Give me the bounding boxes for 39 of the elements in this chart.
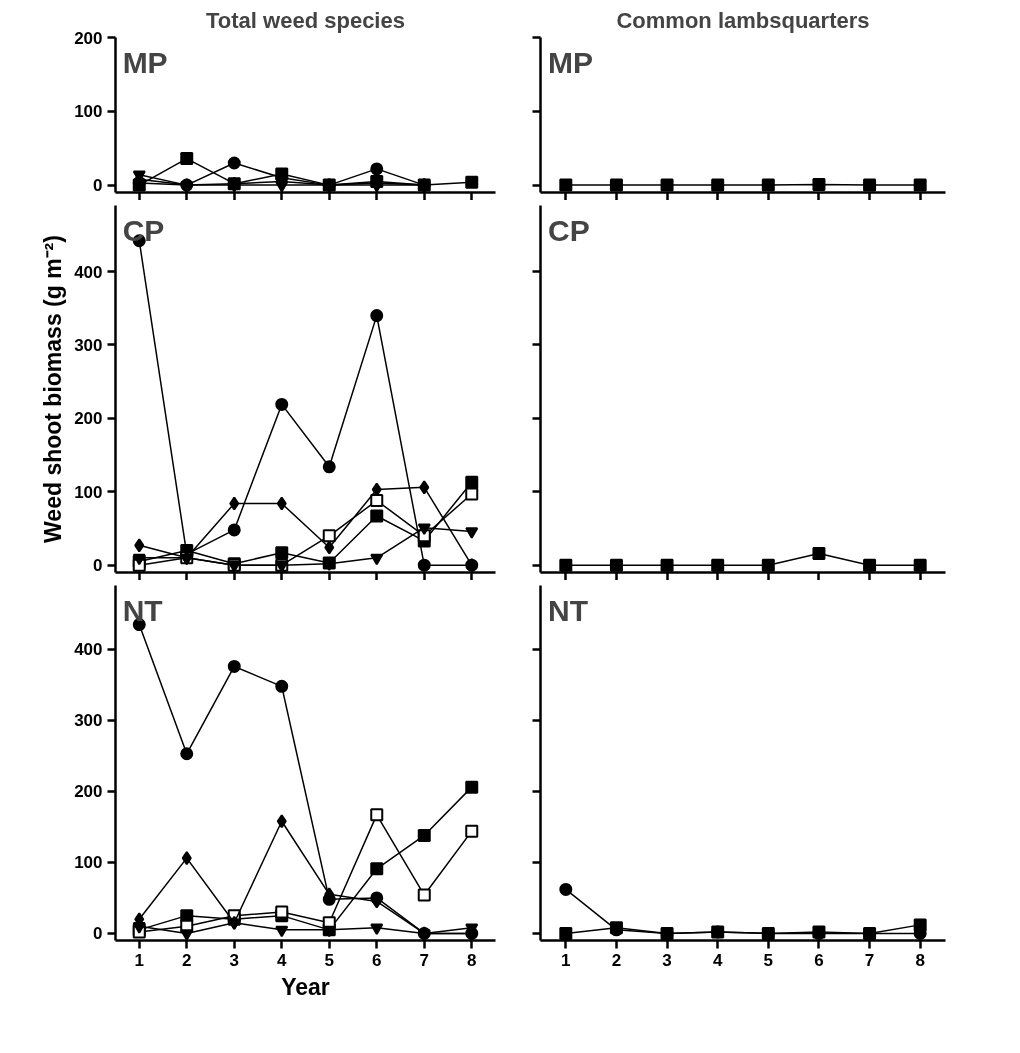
y-tick-label: 0 xyxy=(93,556,103,576)
annotation: NT xyxy=(122,593,163,627)
x-tick-label: 3 xyxy=(229,950,239,970)
y-tick-label: 0 xyxy=(93,924,103,944)
chart-title: Total weed species xyxy=(206,7,405,33)
x-tick-label: 2 xyxy=(182,950,192,970)
chart-title: Common lambsquarters xyxy=(616,7,870,33)
y-tick-label: 100 xyxy=(74,482,103,502)
x-tick-label: 1 xyxy=(134,950,144,970)
annotation: CP xyxy=(548,213,590,247)
y-tick-label: 400 xyxy=(74,262,103,282)
x-tick-label: 6 xyxy=(814,950,824,970)
y-tick-label: 400 xyxy=(74,640,103,660)
y-tick-label: 300 xyxy=(74,711,103,731)
y-tick-label: 0 xyxy=(93,176,103,196)
x-tick-label: 8 xyxy=(467,950,477,970)
y-tick-label: 200 xyxy=(74,28,103,48)
y-tick-label: 200 xyxy=(74,782,103,802)
x-tick-label: 7 xyxy=(419,950,429,970)
x-axis-title: Year xyxy=(281,973,330,1000)
x-tick-label: 5 xyxy=(324,950,334,970)
x-tick-label: 1 xyxy=(561,950,571,970)
x-tick-label: 2 xyxy=(611,950,622,970)
x-tick-label: 3 xyxy=(662,950,672,970)
annotation: CP xyxy=(122,213,165,247)
x-tick-label: 4 xyxy=(277,950,288,970)
annotation: MP xyxy=(122,45,168,79)
x-tick-label: 6 xyxy=(372,950,382,970)
y-tick-label: 200 xyxy=(74,409,103,429)
y-tick-label: 300 xyxy=(74,335,103,355)
x-tick-label: 8 xyxy=(915,950,925,970)
y-axis-title: Weed shoot biomass (g m⁻²) xyxy=(40,235,67,543)
y-tick-label: 100 xyxy=(74,853,103,873)
x-tick-label: 5 xyxy=(763,950,774,970)
annotation: NT xyxy=(548,593,589,627)
annotation: MP xyxy=(548,45,594,79)
x-tick-label: 7 xyxy=(864,950,875,970)
x-tick-label: 4 xyxy=(712,950,723,970)
y-tick-label: 100 xyxy=(74,102,103,122)
